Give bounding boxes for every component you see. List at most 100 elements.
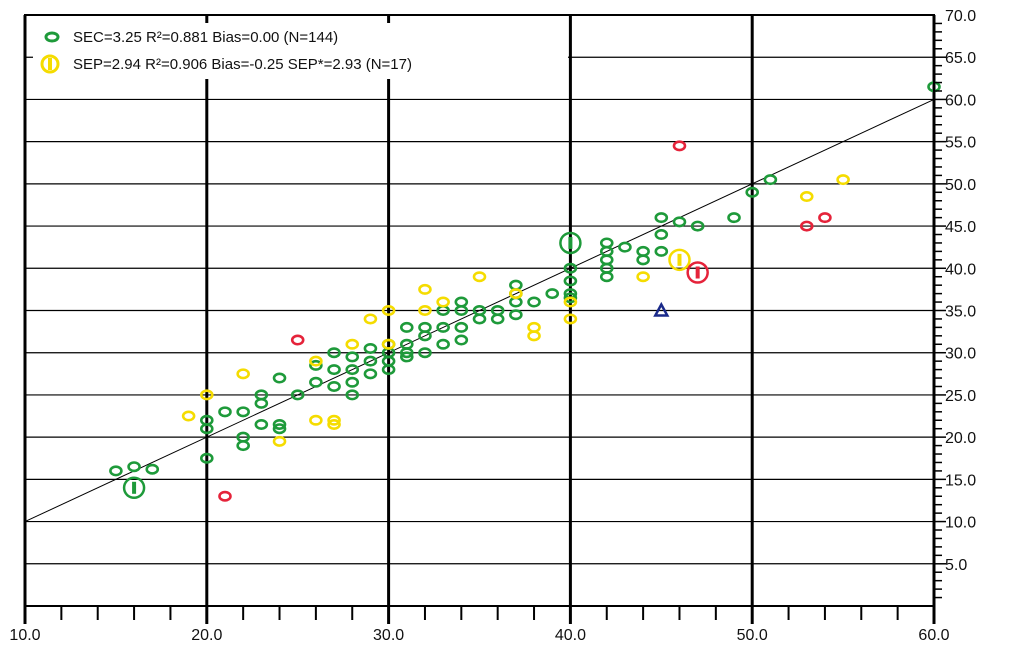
- data-point: [200, 389, 214, 401]
- fit-line-segment: [24, 98, 935, 523]
- legend-text-validation: SEP=2.94 R²=0.906 Bias=-0.25 SEP*=2.93 (…: [73, 56, 412, 73]
- y-tick-label: 40.0: [945, 261, 976, 278]
- data-point: [654, 212, 669, 224]
- data-point-bar: [695, 266, 700, 279]
- data-point: [654, 245, 669, 257]
- legend-text-calibration: SEC=3.25 R²=0.881 Bias=0.00 (N=144): [73, 29, 338, 46]
- data-point: [636, 271, 650, 283]
- data-point: [563, 262, 578, 274]
- data-point: [799, 220, 814, 232]
- data-point: [290, 334, 305, 346]
- y-tick-label: 55.0: [945, 135, 976, 152]
- data-point: [363, 342, 378, 354]
- y-tick-label: 45.0: [945, 219, 976, 236]
- data-point: [309, 359, 323, 371]
- data-point: [363, 355, 378, 367]
- data-point: [363, 313, 378, 325]
- data-point: [381, 364, 396, 376]
- data-point: [218, 406, 232, 418]
- data-point: [272, 418, 287, 430]
- data-point: [345, 389, 360, 401]
- y-tick-label: 65.0: [945, 50, 976, 67]
- data-point: [290, 389, 305, 401]
- data-point: [418, 321, 432, 333]
- data-point: [399, 347, 414, 359]
- data-point: [472, 313, 487, 325]
- x-tick-label: 40.0: [555, 627, 586, 644]
- y-tick-label: 5.0: [945, 557, 967, 574]
- legend-marker-calibration: [44, 31, 60, 43]
- data-point-highlight: [686, 261, 709, 284]
- data-point: [363, 368, 378, 380]
- data-point: [181, 410, 196, 422]
- data-point: [127, 461, 141, 473]
- data-point-highlight: [559, 231, 582, 255]
- data-point: [454, 304, 469, 316]
- data-point: [490, 313, 505, 325]
- x-tick-label: 60.0: [918, 627, 949, 644]
- fit-line: [24, 98, 935, 523]
- data-point: [236, 406, 250, 418]
- axes: 5.0 10.0 15.0 20.0 25.0 30.0 35.0 40.0 45.0 50.0 5…: [9, 8, 976, 644]
- data-point: [254, 397, 269, 409]
- data-point: [563, 313, 578, 325]
- data-point: [599, 271, 614, 283]
- data-point: [727, 212, 741, 224]
- legend-marker-validation-bar: [48, 58, 52, 70]
- data-points: [109, 81, 941, 502]
- data-point-bar: [677, 253, 682, 266]
- data-point: [327, 418, 341, 430]
- data-point: [763, 174, 778, 186]
- data-point: [272, 372, 287, 384]
- data-point: [345, 351, 360, 363]
- data-point: [309, 376, 323, 388]
- y-tick-label: 50.0: [945, 177, 976, 194]
- data-point: [436, 338, 450, 350]
- data-point: [218, 490, 232, 502]
- data-point: [545, 288, 560, 300]
- data-point: [399, 321, 414, 333]
- data-point: [418, 304, 432, 316]
- x-tick-label: 50.0: [737, 627, 768, 644]
- data-point-highlight: [122, 476, 146, 500]
- data-point: [145, 463, 160, 475]
- data-point: [799, 191, 814, 203]
- data-point: [618, 241, 632, 253]
- data-point: [436, 321, 450, 333]
- data-point: [509, 309, 523, 321]
- legend: SEC=3.25 R²=0.881 Bias=0.00 (N=144) SEP=…: [33, 23, 568, 79]
- data-point: [436, 296, 450, 308]
- data-point: [272, 423, 287, 435]
- data-point: [672, 216, 687, 228]
- data-point: [563, 275, 578, 287]
- data-point: [309, 355, 323, 367]
- data-point: [636, 254, 650, 266]
- x-tick-label: 10.0: [9, 627, 40, 644]
- data-point: [836, 174, 850, 186]
- data-point: [509, 288, 523, 300]
- data-point: [200, 452, 214, 464]
- data-point: [527, 330, 541, 342]
- y-tick-label: 10.0: [945, 515, 976, 532]
- y-tick-label: 25.0: [945, 388, 976, 405]
- data-point: [345, 338, 360, 350]
- data-point-bar: [132, 481, 137, 494]
- data-point: [653, 301, 670, 317]
- data-point: [399, 351, 414, 363]
- data-point-bar: [568, 236, 573, 249]
- data-point: [381, 304, 396, 316]
- y-tick-label: 15.0: [945, 472, 976, 489]
- legend-marker-validation: [40, 54, 60, 74]
- data-point: [654, 229, 669, 241]
- data-point: [272, 435, 287, 447]
- data-point: [327, 380, 341, 392]
- data-point: [418, 283, 432, 295]
- data-point: [563, 292, 578, 304]
- data-point: [690, 220, 705, 232]
- data-point: [454, 321, 469, 333]
- data-point: [236, 440, 250, 452]
- data-point: [254, 418, 269, 430]
- data-point: [327, 347, 341, 359]
- y-tick-label: 30.0: [945, 346, 976, 363]
